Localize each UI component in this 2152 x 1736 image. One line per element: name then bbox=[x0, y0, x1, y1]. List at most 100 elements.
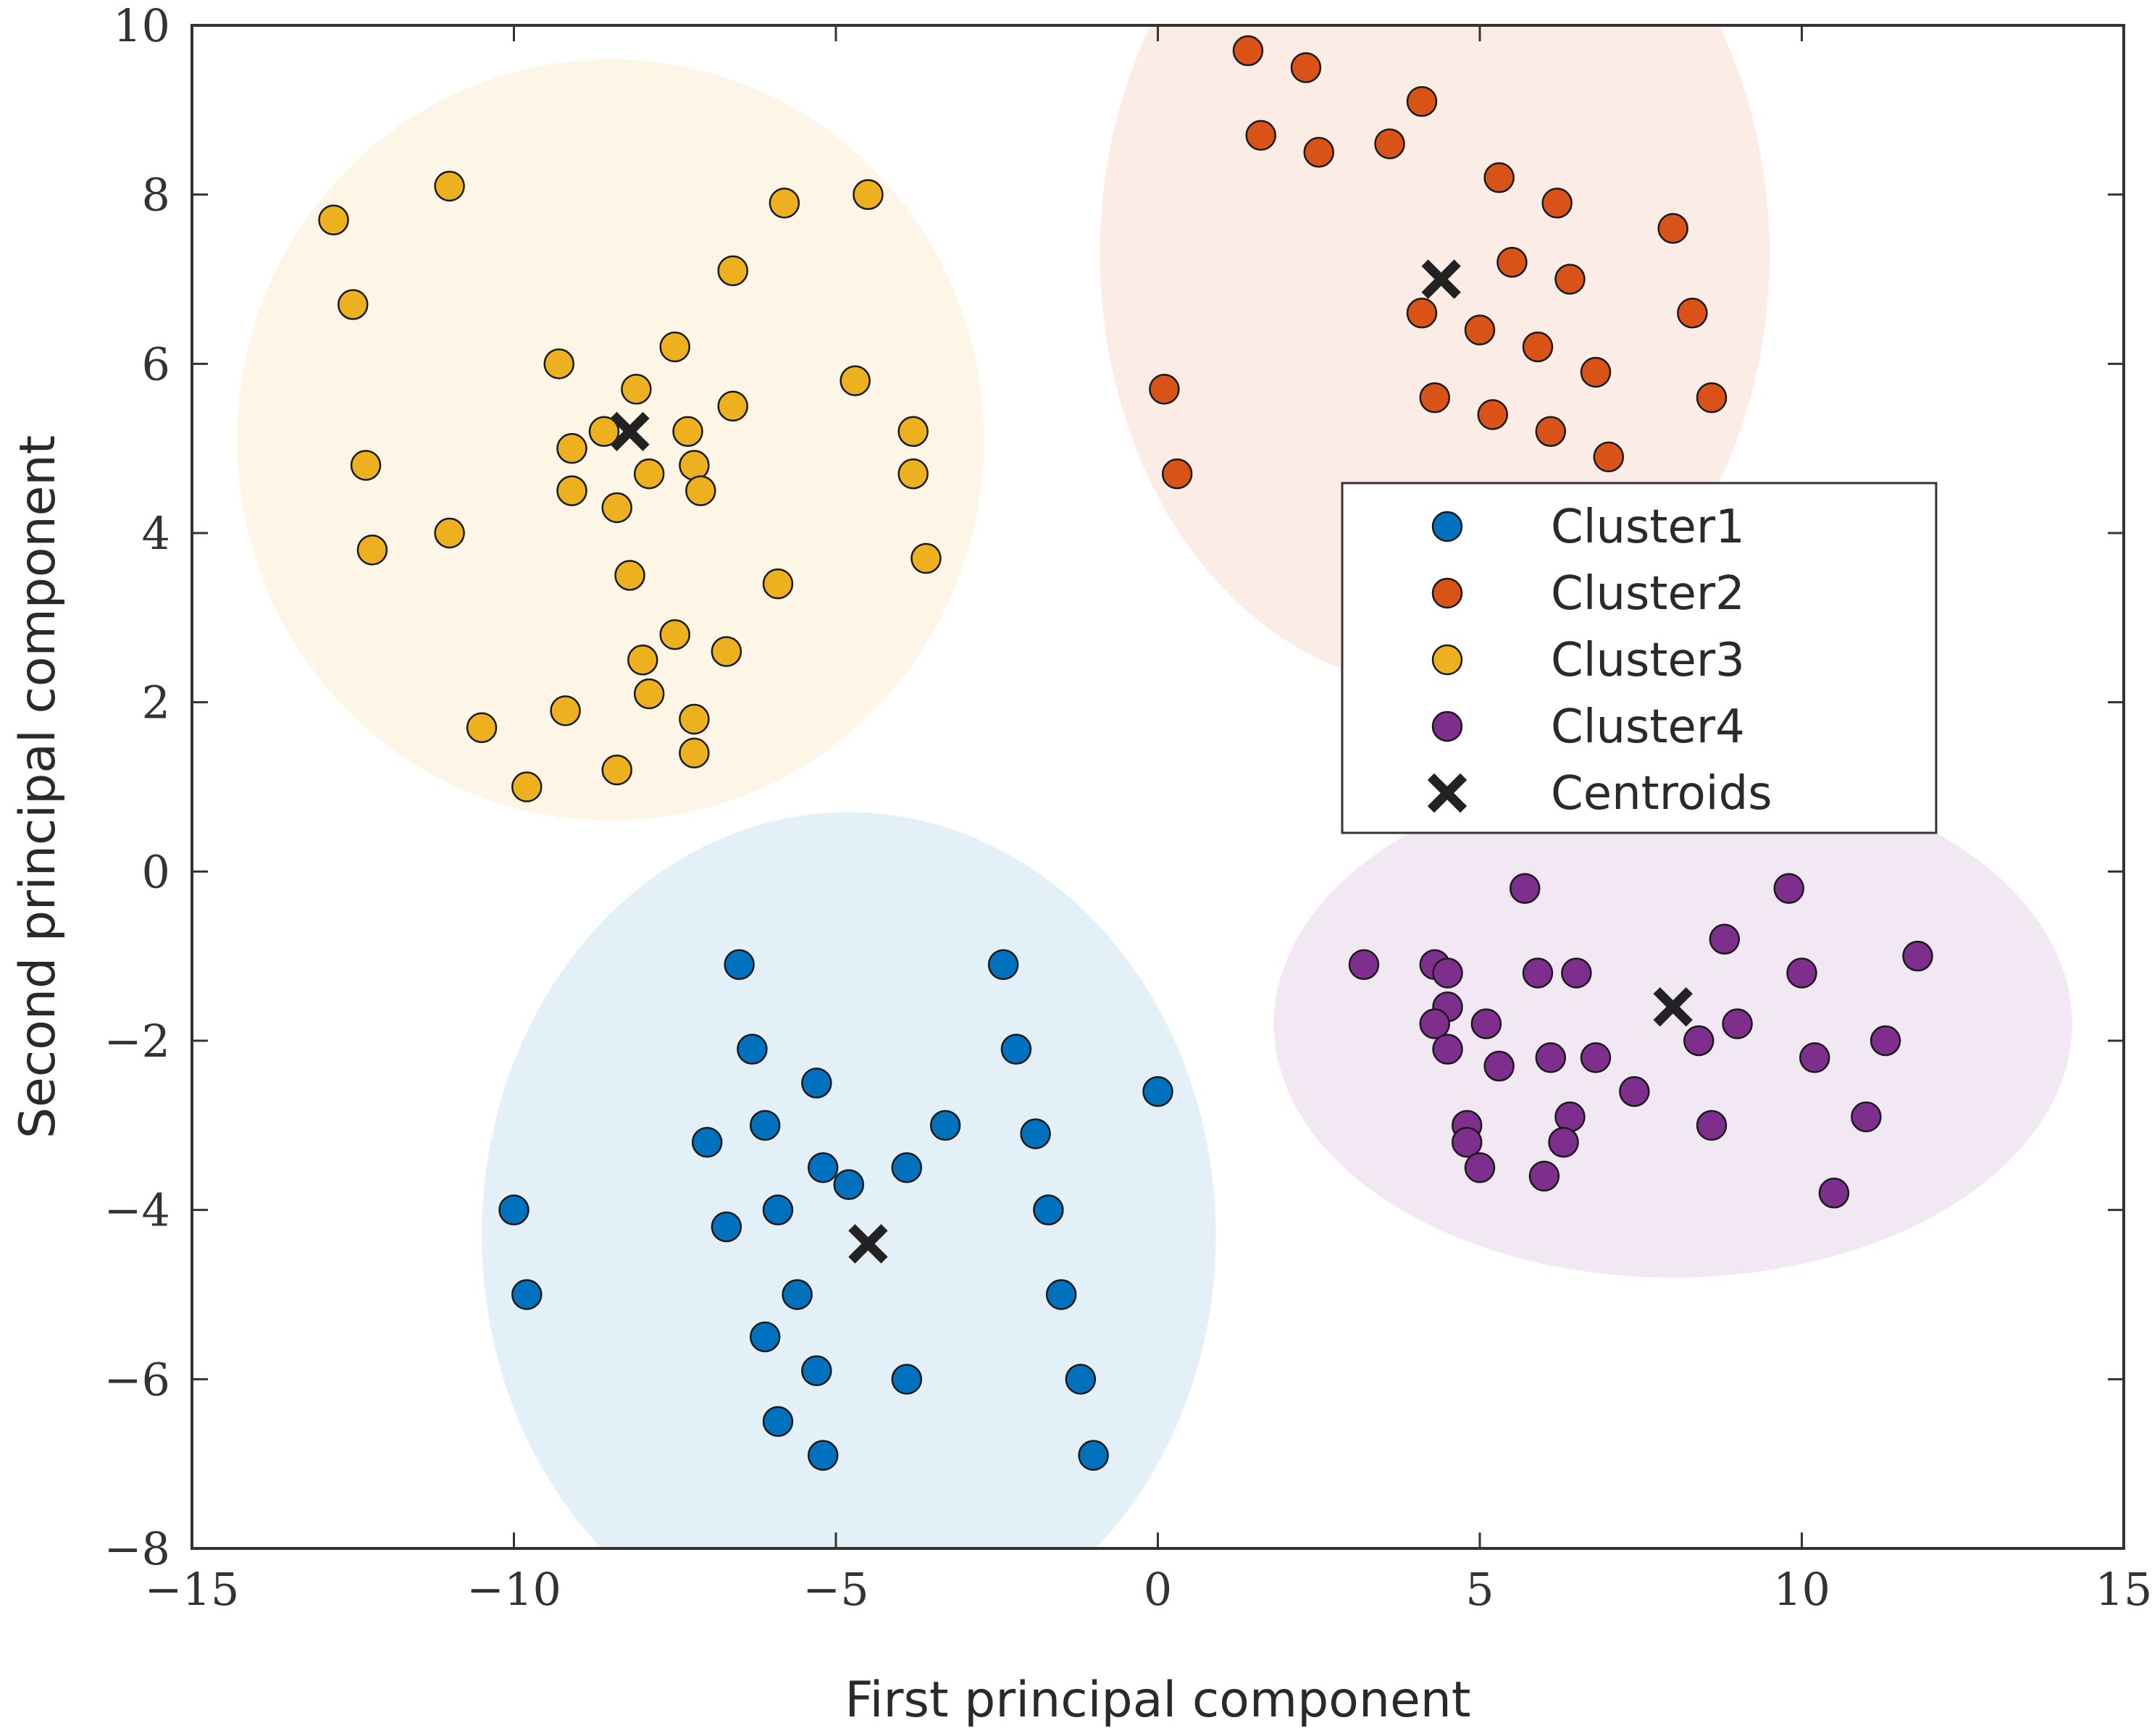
cluster3-point bbox=[466, 712, 498, 743]
y-tick-label: −2 bbox=[104, 1015, 170, 1068]
cluster3-point bbox=[614, 560, 645, 591]
cluster3-point bbox=[350, 450, 382, 481]
cluster2-point bbox=[1290, 52, 1322, 83]
cluster3-point bbox=[601, 492, 632, 524]
cluster3-point bbox=[897, 416, 929, 448]
x-tick-label: 5 bbox=[1465, 1563, 1494, 1616]
cluster4-point bbox=[1709, 923, 1741, 955]
cluster2-point bbox=[1161, 458, 1193, 490]
cluster1-point bbox=[782, 1279, 813, 1310]
centroid-marker bbox=[1421, 259, 1461, 299]
cluster4-point bbox=[1561, 957, 1592, 989]
cluster4-region bbox=[1273, 770, 2072, 1278]
legend: Cluster1 Cluster2 Cluster3 Cluster4 Centroid… bbox=[1341, 482, 1938, 834]
cluster1-point bbox=[711, 1211, 742, 1243]
cluster3-point bbox=[910, 542, 942, 574]
y-tick-label: 2 bbox=[142, 676, 170, 729]
cluster1-point bbox=[1045, 1279, 1077, 1310]
cluster1-point bbox=[1033, 1194, 1064, 1225]
axis-ticks: −15 −10 −5 0 5 10 15 −8 −6 −4 −2 0 2 4 6 8 10 bbox=[104, 0, 2152, 1616]
y-tick-label: 0 bbox=[142, 845, 170, 898]
legend-marker bbox=[1431, 710, 1463, 742]
cluster2-point bbox=[1593, 441, 1625, 473]
cluster3-point bbox=[621, 374, 652, 405]
cluster4-point bbox=[1683, 1025, 1715, 1057]
cluster3-point bbox=[556, 432, 587, 464]
cluster2-point bbox=[1303, 137, 1334, 168]
cluster3-point bbox=[511, 771, 543, 802]
y-tick-label: 8 bbox=[142, 169, 170, 222]
legend-marker bbox=[1431, 644, 1463, 676]
centroid-stroke bbox=[1427, 773, 1468, 813]
cluster3-point bbox=[672, 416, 703, 448]
legend-centroid-marker bbox=[1427, 773, 1468, 813]
centroid-marker bbox=[848, 1224, 888, 1264]
cluster2-point bbox=[1419, 382, 1451, 414]
cluster4-point bbox=[1554, 1101, 1586, 1133]
cluster3-point bbox=[633, 458, 665, 490]
cluster3-point bbox=[588, 416, 620, 448]
legend-marker bbox=[1431, 511, 1463, 542]
cluster2-point bbox=[1657, 213, 1688, 244]
cluster4-point bbox=[1818, 1178, 1850, 1209]
x-tick-label: 10 bbox=[1773, 1563, 1830, 1616]
cluster3-point bbox=[338, 289, 369, 320]
cluster1-point bbox=[762, 1406, 794, 1437]
cluster1-point bbox=[1078, 1440, 1109, 1471]
cluster2-point bbox=[1374, 128, 1405, 159]
cluster3-point bbox=[543, 348, 574, 380]
cluster1-point bbox=[807, 1152, 839, 1183]
data-points bbox=[318, 35, 1933, 1471]
cluster4-point bbox=[1419, 1008, 1451, 1039]
cluster2-point bbox=[1677, 297, 1708, 329]
y-tick-label: −8 bbox=[104, 1522, 170, 1575]
cluster3-point bbox=[659, 618, 690, 650]
y-tick-label: 10 bbox=[113, 0, 170, 52]
cluster3-point bbox=[633, 678, 665, 710]
cluster1-point bbox=[833, 1169, 865, 1200]
centroid-markers bbox=[610, 259, 1693, 1264]
cluster4-point bbox=[1483, 1050, 1515, 1082]
cluster4-point bbox=[1548, 1126, 1579, 1158]
cluster1-region bbox=[482, 812, 1216, 1548]
cluster4-point bbox=[1696, 1110, 1728, 1141]
cluster3-point bbox=[840, 365, 871, 396]
x-tick-label: −5 bbox=[803, 1563, 868, 1616]
cluster4-point bbox=[1522, 957, 1554, 989]
cluster3-point bbox=[679, 450, 710, 481]
cluster1-point bbox=[1020, 1118, 1051, 1149]
legend-label: Cluster2 bbox=[1551, 567, 1745, 621]
centroid-stroke bbox=[610, 411, 650, 451]
cluster4-point bbox=[1509, 873, 1541, 904]
cluster2-point bbox=[1535, 416, 1567, 448]
cluster4-point bbox=[1799, 1042, 1830, 1073]
cluster4-point bbox=[1773, 873, 1804, 904]
cluster1-point bbox=[511, 1279, 543, 1310]
cluster3-point bbox=[685, 475, 716, 506]
cluster2-point bbox=[1696, 382, 1728, 414]
cluster1-point bbox=[1065, 1364, 1097, 1395]
cluster1-point bbox=[737, 1033, 768, 1065]
y-tick-label: −4 bbox=[104, 1184, 170, 1237]
cluster3-point bbox=[318, 204, 349, 235]
centroid-stroke bbox=[848, 1224, 888, 1264]
cluster3-point bbox=[679, 737, 710, 769]
cluster3-point bbox=[717, 390, 749, 422]
cluster2-point bbox=[1554, 264, 1586, 295]
legend-label: Cluster3 bbox=[1551, 634, 1745, 687]
centroid-marker bbox=[610, 411, 650, 451]
y-axis-label: Second principal component bbox=[9, 435, 67, 1139]
cluster4-point bbox=[1870, 1025, 1901, 1057]
cluster2-point bbox=[1541, 188, 1573, 219]
cluster2-point bbox=[1406, 297, 1438, 329]
cluster3-point bbox=[679, 703, 710, 735]
cluster4-point bbox=[1851, 1101, 1882, 1133]
cluster2-point bbox=[1149, 374, 1180, 405]
cluster3-point bbox=[434, 170, 465, 202]
cluster3-point bbox=[556, 475, 587, 506]
cluster2-point bbox=[1522, 331, 1554, 363]
cluster4-point bbox=[1535, 1042, 1567, 1073]
legend-label: Cluster4 bbox=[1551, 700, 1745, 754]
x-tick-label: −10 bbox=[466, 1563, 561, 1616]
cluster1-point bbox=[807, 1440, 839, 1471]
